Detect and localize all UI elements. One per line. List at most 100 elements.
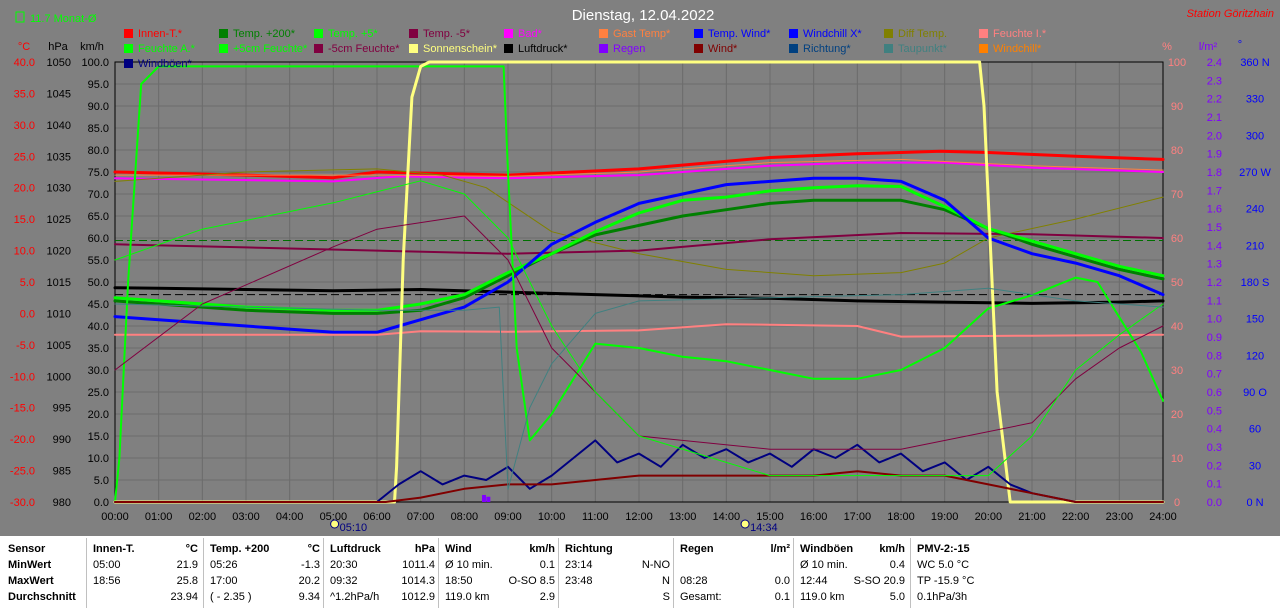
stats-separator [438,538,439,608]
pressure-tick-label: 1005 [47,340,71,352]
sun-icon [330,519,340,529]
time-tick-label: 00:00 [101,511,129,523]
stats-cell-value: 21.9 [176,559,198,571]
stats-cell-value: 5.0 [889,591,905,603]
time-tick-label: 19:00 [931,511,959,523]
wind-tick-label: 25.0 [88,387,109,399]
rain-tick-label: 0.9 [1207,332,1222,344]
time-tick-label: 05:00 [320,511,348,523]
time-tick-label: 20:00 [975,511,1003,523]
temperature-tick-label: -10.0 [10,371,35,383]
rain-tick-label: 0.3 [1207,442,1222,454]
wind-tick-label: 20.0 [88,409,109,421]
month-avg-label: 11.7 Monat-Ø [30,13,97,25]
time-tick-label: 09:00 [494,511,522,523]
legend-swatch [694,44,703,53]
temperature-tick-label: -5.0 [16,340,35,352]
rain-tick-label: 0.2 [1207,460,1222,472]
direction-tick-label: 60 [1249,424,1261,436]
series-line [113,176,1165,334]
temperature-tick-label: -20.0 [10,434,35,446]
stats-group-unit: °C [307,543,320,555]
stats-cell-value: 0.0 [774,575,790,587]
rain-tick-label: 1.4 [1207,240,1222,252]
legend-label: Taupunkt* [898,43,948,55]
legend-label: Temp. +5* [328,28,379,40]
stats-cell-label: 12:44 [800,575,828,587]
humidity-axis-label: % [1162,41,1172,53]
stats-cell-value: N-NO [641,559,670,571]
rain-tick-label: 0.0 [1207,497,1222,509]
stats-cell-label: 119.0 km [445,591,490,603]
stats-separator [323,538,324,608]
temperature-axis-label: °C [18,41,30,53]
chart-title: Dienstag, 12.04.2022 [572,7,715,24]
legend-swatch [789,44,798,53]
pressure-tick-label: 1020 [47,246,71,258]
wind-tick-label: 30.0 [88,365,109,377]
stats-separator [910,538,911,608]
legend-label: Richtung* [803,43,851,55]
wind-tick-label: 40.0 [88,321,109,333]
humidity-tick-label: 90 [1171,101,1183,113]
legend-swatch [599,29,608,38]
legend-label: Windchill* [993,43,1042,55]
chart-areas [481,494,491,502]
humidity-tick-label: 0 [1174,497,1180,509]
legend-swatch [599,44,608,53]
stats-group-title: Windböen [800,543,854,555]
row-label-min: MinWert [8,559,52,571]
temperature-tick-label: 35.0 [14,88,35,100]
wind-tick-label: 35.0 [88,343,109,355]
stats-cell-value: 25.8 [176,575,198,587]
stats-cell-label: TP -15.9 °C [917,575,975,587]
direction-tick-label: 180 S [1241,277,1270,289]
series-line [114,161,1164,183]
pressure-axis-label: hPa [48,41,68,53]
time-tick-label: 04:00 [276,511,304,523]
time-tick-label: 11:00 [582,511,609,523]
chart-legend: Innen-T.* Temp. +200* Temp. +5* Temp. -5* Ba… [124,28,1047,70]
stats-cell-label: 18:50 [445,575,473,587]
direction-tick-label: 330 [1246,94,1264,106]
series-line [114,470,1164,503]
stats-cell-label: 08:28 [680,575,708,587]
legend-label: Gast Temp* [613,28,671,40]
rain-tick-label: 1.6 [1207,204,1222,216]
rain-tick-label: 1.1 [1207,295,1222,307]
humidity-tick-label: 40 [1171,321,1183,333]
time-tick-label: 01:00 [145,511,173,523]
wind-tick-label: 70.0 [88,189,109,201]
pressure-tick-label: 980 [53,497,71,509]
stats-group-title: Luftdruck [330,543,381,555]
stats-cell-label: Ø 10 min. [445,559,493,571]
humidity-tick-label: 20 [1171,409,1183,421]
pressure-tick-label: 1010 [47,308,71,320]
rain-tick-label: 0.4 [1207,424,1222,436]
stats-cell-label: 05:26 [210,559,238,571]
time-tick-label: 06:00 [363,511,391,523]
row-label-average: Durchschnitt [8,591,76,603]
legend-swatch [314,29,323,38]
legend-label: Windchill X* [803,28,862,40]
sunrise-time: 05:10 [340,522,368,534]
temperature-tick-label: 40.0 [14,57,35,69]
stats-cell-value: 1011.4 [402,559,435,571]
direction-axis-label: ° [1238,39,1242,51]
stats-cell-label: WC 5.0 °C [917,559,970,571]
weather-chart: 00:00 01:00 02:00 03:00 04:00 05:00 06:00 07:00… [9,7,1274,534]
legend-swatch [884,29,893,38]
time-tick-label: 13:00 [669,511,697,523]
stats-cell-value: S-SO 20.9 [853,575,905,587]
direction-tick-label: 90 O [1243,387,1267,399]
legend-swatch [979,44,988,53]
time-tick-label: 02:00 [189,511,217,523]
time-tick-label: 08:00 [451,511,479,523]
stats-cell-value: O-SO 8.5 [508,575,555,587]
temperature-tick-label: 20.0 [14,183,35,195]
stats-group-title: Wind [445,543,472,555]
legend-label: Windböen* [138,58,193,70]
temperature-tick-label: -15.0 [10,403,35,415]
wind-tick-label: 60.0 [88,233,109,245]
stats-group-unit: l/m² [770,543,790,555]
